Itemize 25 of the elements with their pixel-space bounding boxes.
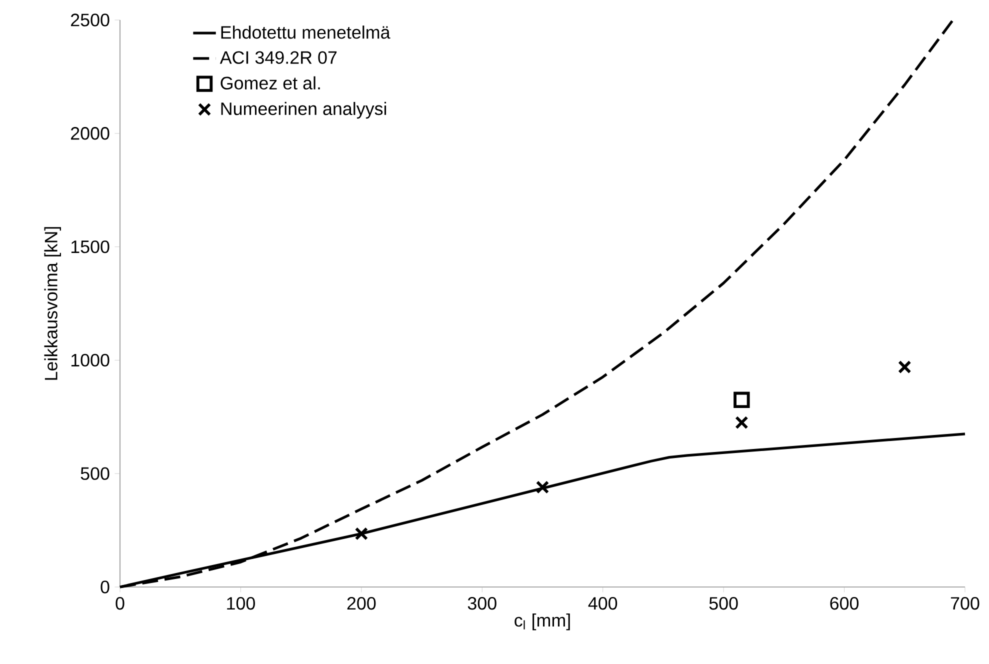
point xyxy=(734,392,750,408)
x-axis-title: c$_{l}$ [mm] xyxy=(514,614,570,630)
point xyxy=(898,360,912,374)
y-tick-label: 500 xyxy=(80,467,110,480)
point xyxy=(536,480,550,494)
legend-label: Gomez et al. xyxy=(220,76,320,90)
y-tick-label: 2000 xyxy=(70,127,110,140)
y-tick-label: 1000 xyxy=(71,354,110,367)
x-tick-label: 600 xyxy=(830,597,859,610)
x-tick-label: 500 xyxy=(709,597,738,610)
point xyxy=(735,416,748,430)
y-tick-label: 1500 xyxy=(71,240,110,254)
x-tick-label: 200 xyxy=(347,597,376,610)
y-tick-label: 2500 xyxy=(70,14,110,26)
y-tick-label: 0 xyxy=(100,580,110,594)
legend-label: ACI 349.2R 07 xyxy=(220,51,337,64)
x-tick-label: 300 xyxy=(468,597,496,610)
y-axis-title: Leikkausvoima [kN] xyxy=(44,227,61,380)
point xyxy=(354,527,368,540)
legend-label: Ehdotettu menetelmä xyxy=(221,26,390,39)
legend-label: Numeerinen analyysi xyxy=(221,102,386,119)
x-tick-label: 0 xyxy=(116,597,124,610)
x-tick-label: 100 xyxy=(227,597,255,610)
x-tick-label: 700 xyxy=(950,597,980,610)
x-tick-label: 400 xyxy=(588,597,618,610)
